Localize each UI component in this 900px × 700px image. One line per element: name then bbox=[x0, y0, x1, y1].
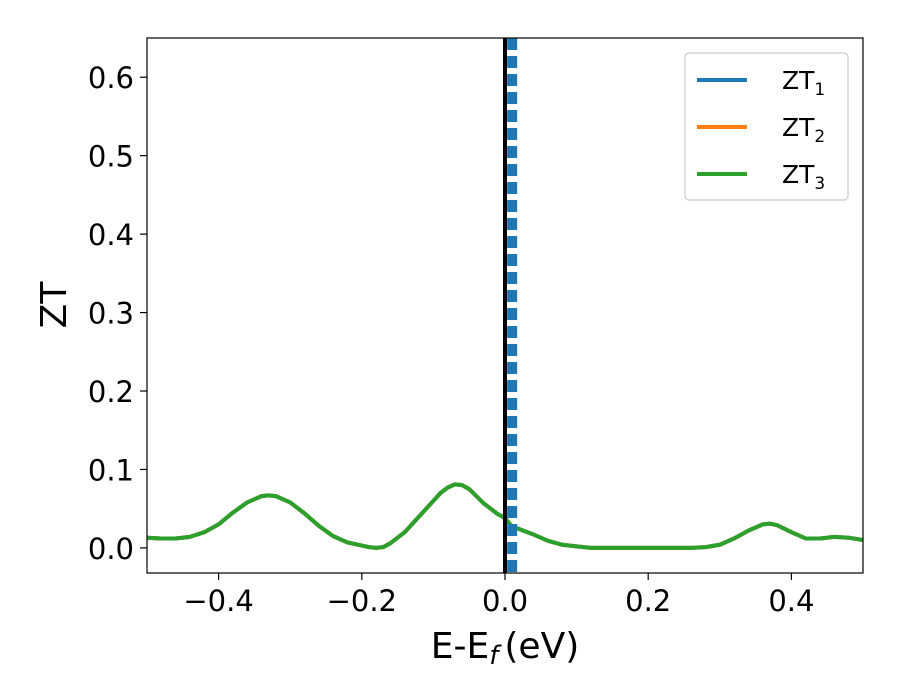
y-tick-label: 0.5 bbox=[88, 140, 134, 174]
legend-label-zt3: ZT3 bbox=[782, 160, 825, 194]
legend-label-zt2: ZT2 bbox=[782, 113, 825, 147]
y-tick-label: 0.0 bbox=[88, 532, 134, 566]
x-tick-label: 0.2 bbox=[625, 584, 671, 618]
legend-box bbox=[684, 52, 849, 201]
x-axis-label: E-Ef (eV) bbox=[431, 626, 580, 671]
y-tick-label: 0.2 bbox=[88, 375, 134, 409]
x-axis-ticks: −0.4 −0.2 0.0 0.2 0.4 bbox=[183, 573, 814, 618]
legend-label-zt1: ZT1 bbox=[782, 66, 825, 100]
x-tick-label: −0.2 bbox=[327, 584, 397, 618]
series-line-zt3 bbox=[147, 482, 863, 550]
y-tick-label: 0.3 bbox=[88, 297, 134, 331]
y-tick-label: 0.6 bbox=[88, 61, 134, 95]
y-axis-label: ZT bbox=[34, 281, 75, 329]
x-tick-label: −0.4 bbox=[183, 584, 253, 618]
legend: ZT1 ZT2 ZT3 bbox=[684, 52, 849, 201]
plot-content bbox=[147, 38, 863, 573]
y-axis-ticks: 0.0 0.1 0.2 0.3 0.4 0.5 0.6 bbox=[88, 61, 147, 566]
y-tick-label: 0.4 bbox=[88, 218, 134, 252]
x-tick-label: 0.4 bbox=[768, 584, 814, 618]
x-tick-label: 0.0 bbox=[482, 584, 528, 618]
y-tick-label: 0.1 bbox=[88, 453, 134, 487]
